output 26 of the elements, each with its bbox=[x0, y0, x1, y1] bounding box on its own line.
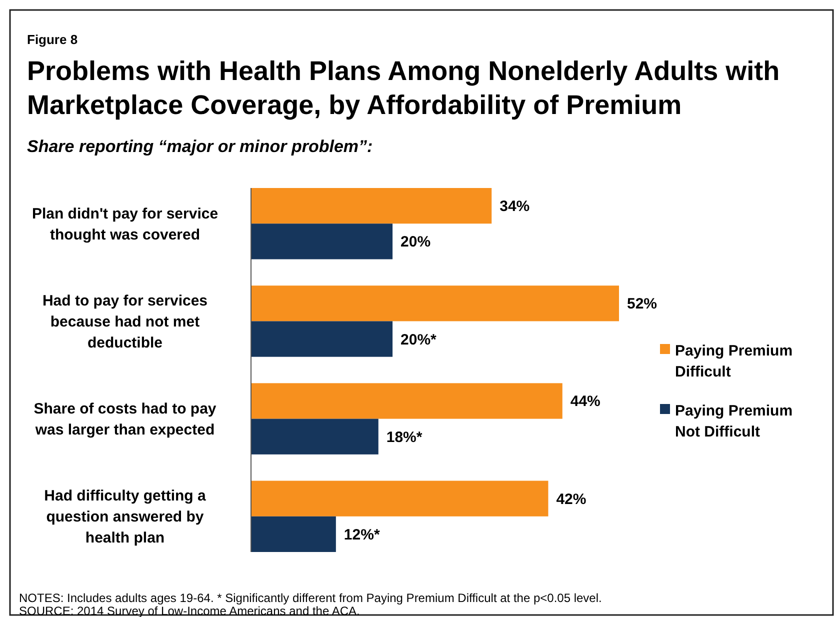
y-tick-label: Plan didn't pay for service thought was covered bbox=[32, 205, 218, 244]
text: NOTES: Includes adults ages 19-64. * Significantly different from Paying Premium Difficult at the p<0.05 level. bbox=[19, 591, 602, 605]
chart-title: Problems with Health Plans Among Nonelderly Adults with Marketplace Coverage, by Affordability of Premium bbox=[27, 56, 780, 120]
bar bbox=[251, 321, 393, 357]
data-label: 12%* bbox=[344, 526, 380, 544]
bar bbox=[251, 480, 548, 516]
data-label: 42% bbox=[556, 490, 586, 508]
data-label: 18%* bbox=[386, 428, 422, 446]
bar bbox=[251, 418, 378, 454]
y-tick-label: Share of costs had to pay was larger than expected bbox=[34, 400, 217, 439]
data-label: 44% bbox=[570, 393, 600, 410]
bar bbox=[251, 383, 562, 419]
data-label: 20% bbox=[400, 234, 431, 251]
data-label: 20%* bbox=[400, 331, 437, 348]
bar bbox=[251, 516, 336, 552]
legend-label: Paying Premium Difficult bbox=[675, 342, 793, 380]
legend-label: Paying Premium Not Difficult bbox=[675, 402, 793, 440]
chart-subtitle: Share reporting “major or minor problem”: bbox=[27, 137, 373, 156]
bar bbox=[251, 286, 619, 322]
caption: Figure 8 bbox=[27, 32, 78, 47]
bar bbox=[251, 188, 492, 224]
bar bbox=[251, 224, 393, 260]
y-tick-label: Had to pay for services because had not met deductible bbox=[42, 292, 208, 352]
data-label: 52% bbox=[627, 296, 658, 313]
y-tick-label: Had difficulty getting a question answered by health plan bbox=[44, 488, 206, 547]
data-label: 34% bbox=[500, 198, 530, 216]
